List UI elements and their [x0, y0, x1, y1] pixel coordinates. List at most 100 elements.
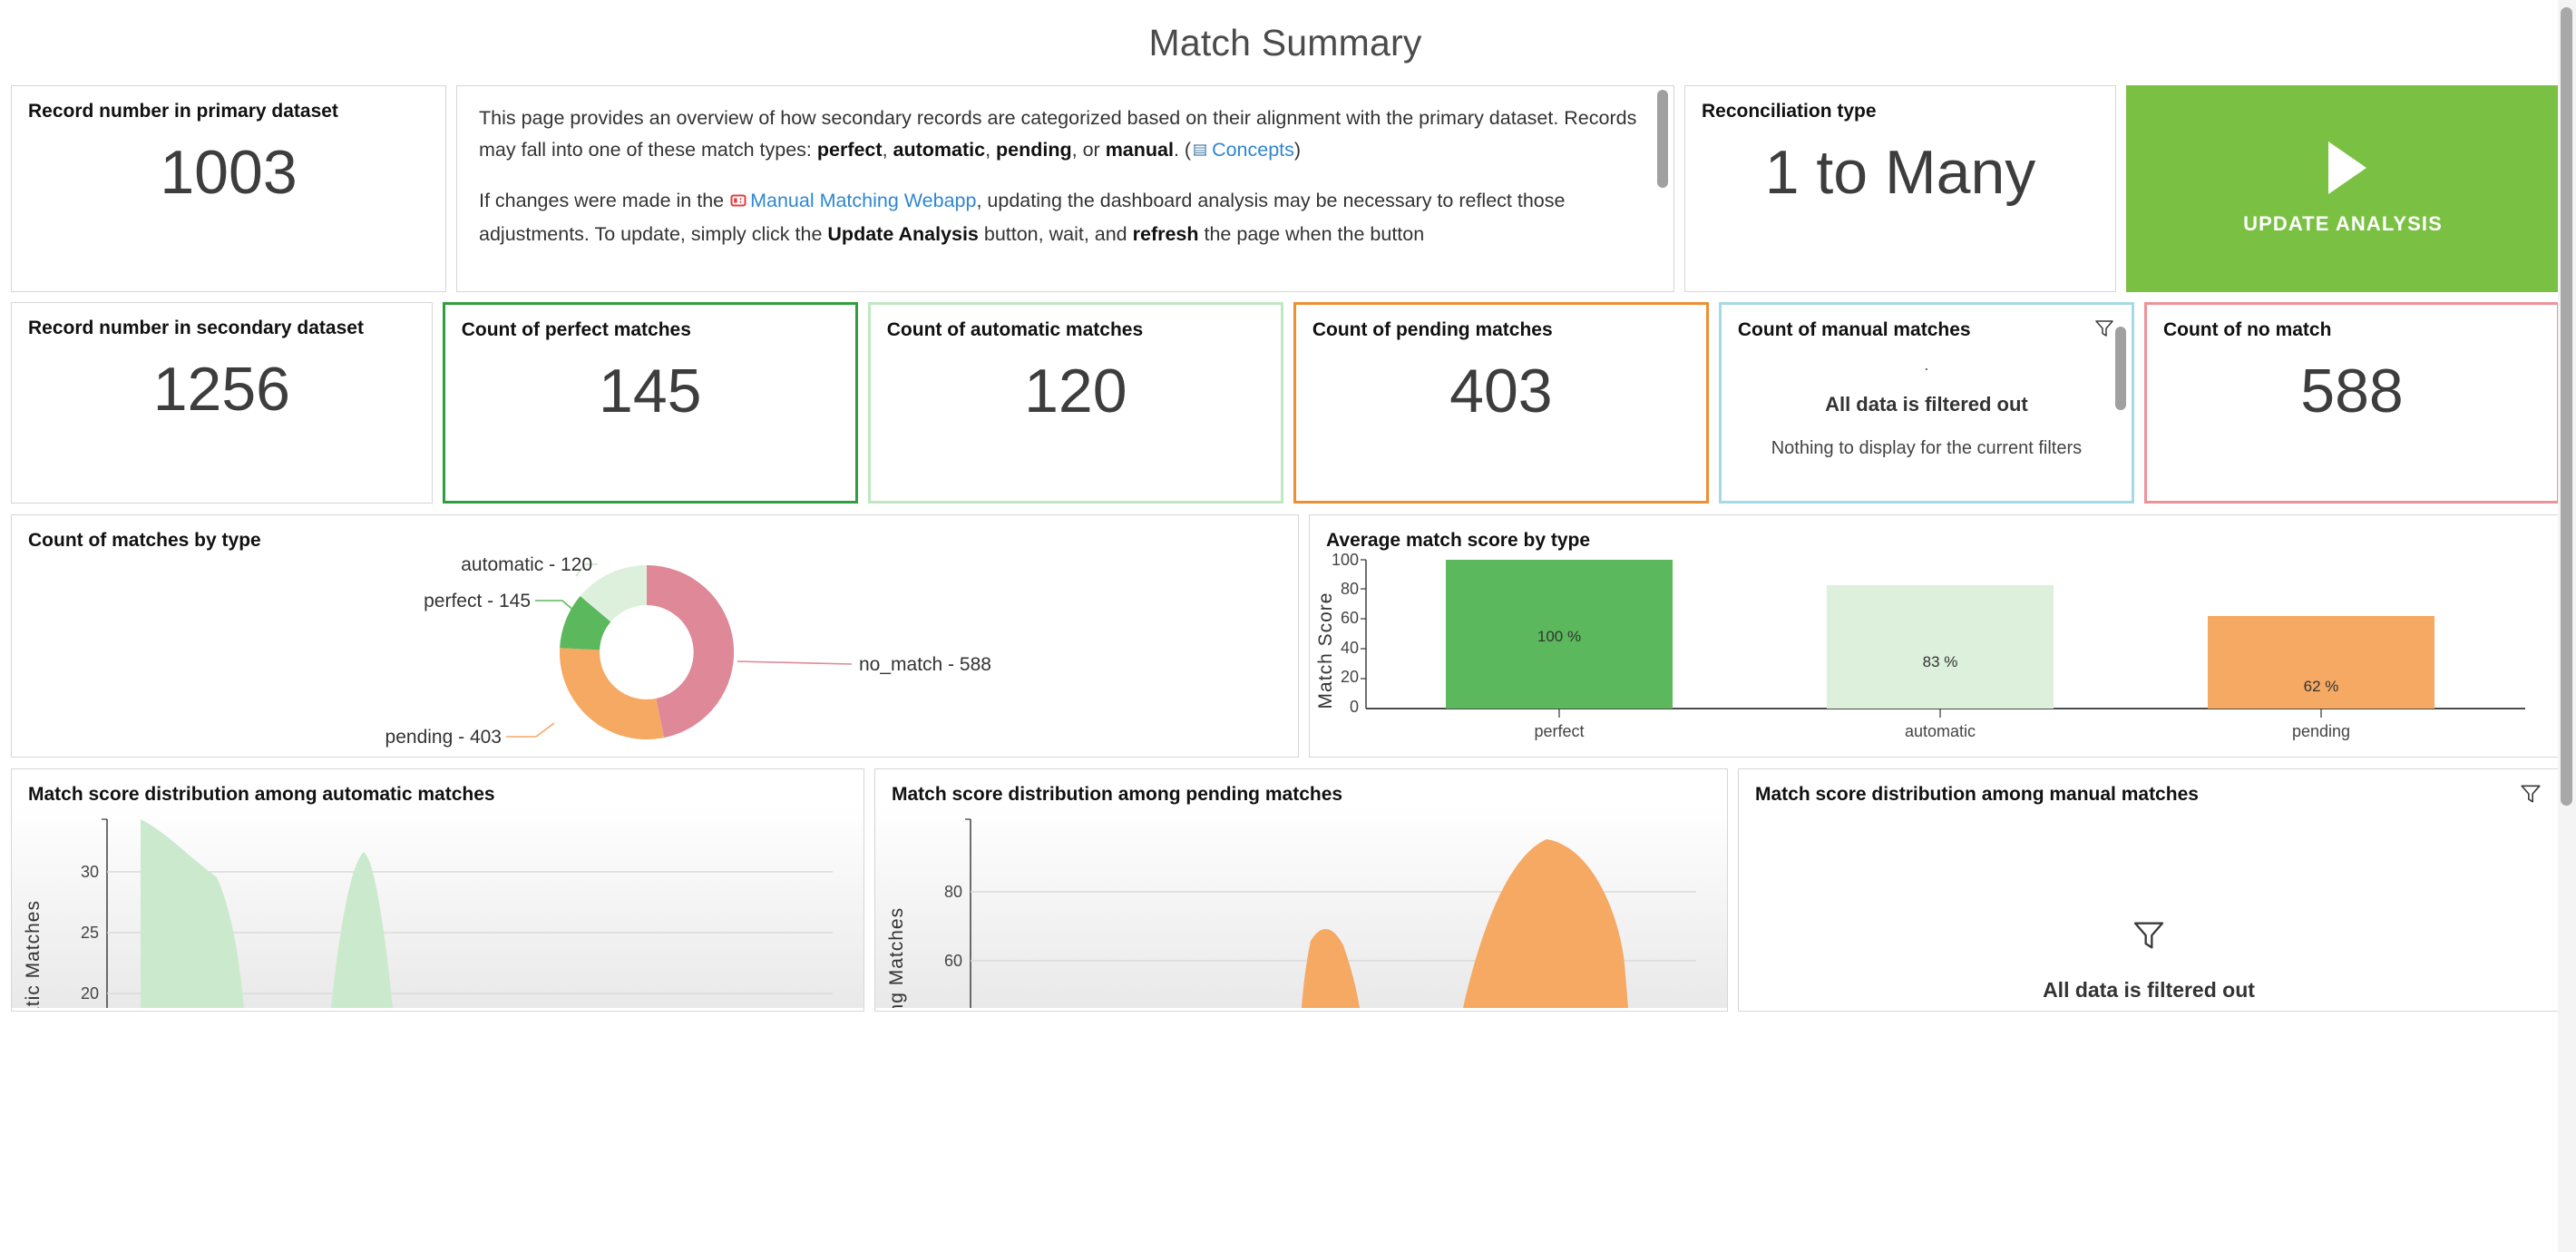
y-tick-60: 60 [944, 952, 962, 970]
panel-title: Average match score by type [1326, 530, 1591, 551]
y-tick-80: 80 [944, 883, 962, 901]
card-title: Reconciliation type [1702, 101, 1877, 122]
kpi-value: 1256 [152, 355, 290, 425]
panel-title: Match score distribution among pending m… [892, 784, 1343, 805]
donut-leader-no-match [737, 660, 853, 665]
filtered-dot: · [1923, 359, 1929, 378]
kpi-value: 1 to Many [1764, 138, 2036, 208]
bar-automatic [1827, 585, 2054, 709]
donut-label-pending: pending - 403 [385, 727, 502, 748]
area-chart-pending[interactable]: 80 60 ing Matches [875, 805, 1727, 1011]
kpi-value: 403 [1449, 357, 1553, 426]
bar-pending [2208, 616, 2435, 709]
card-title: Count of manual matches [1737, 319, 1971, 340]
panel-dist-automatic: Match score distribution among automatic… [11, 768, 864, 1012]
manual-card-scrollbar[interactable] [2114, 327, 2126, 410]
update-analysis-label: UPDATE ANALYSIS [2243, 212, 2443, 235]
kpi-value: 145 [599, 357, 702, 426]
donut-label-automatic: automatic - 120 [461, 554, 592, 575]
bar-value-perfect: 100 % [1537, 628, 1581, 645]
filtered-title: All data is filtered out [2043, 978, 2255, 1003]
card-count-perfect-matches: Count of perfect matches 145 [442, 302, 858, 504]
card-count-no-match: Count of no match 588 [2143, 302, 2561, 504]
filtered-out-message: All data is filtered out [1739, 805, 2559, 1006]
large-filter-icon [2131, 917, 2167, 958]
svg-text:100: 100 [1332, 551, 1359, 569]
manual-matching-webapp-link[interactable]: Manual Matching Webapp [750, 189, 977, 211]
card-title: Count of perfect matches [461, 319, 691, 340]
bar-value-pending: 62 % [2304, 678, 2339, 695]
card-title: Count of no match [2162, 319, 2332, 340]
description-paragraph-2: If changes were made in the Manual Match… [479, 188, 1566, 246]
page-title: Match Summary [1148, 22, 1422, 64]
filter-icon[interactable] [2093, 318, 2115, 344]
card-title: Record number in secondary dataset [28, 318, 364, 338]
donut-chart[interactable]: automatic - 120 perfect - 145 pending - … [12, 551, 1298, 752]
donut-leader-automatic [575, 563, 598, 577]
book-icon [1191, 137, 1209, 169]
y-axis-ticks: 100 80 60 40 20 0 [1332, 551, 1366, 716]
card-primary-record-count: Record number in primary dataset 1003 [11, 85, 446, 292]
page-scrollbar-thumb[interactable] [2561, 7, 2572, 806]
svg-text:60: 60 [1341, 609, 1359, 627]
filter-icon[interactable] [2519, 782, 2542, 810]
description-scrollbar[interactable] [1657, 90, 1668, 188]
filtered-title: All data is filtered out [1825, 393, 2028, 416]
donut-leader-pending [506, 722, 555, 738]
card-reconciliation-type: Reconciliation type 1 to Many [1684, 85, 2116, 292]
panel-title: Match score distribution among manual ma… [1755, 784, 2199, 805]
area-peak-2 [331, 852, 393, 1009]
card-description: This page provides an overview of how se… [456, 85, 1674, 292]
x-label-automatic: automatic [1905, 722, 1976, 740]
kpi-row-1: Record number in primary dataset 1003 Th… [11, 85, 2560, 292]
svg-text:20: 20 [1341, 668, 1359, 686]
card-title: Count of automatic matches [886, 319, 1144, 340]
svg-text:0: 0 [1350, 698, 1359, 716]
bar-perfect [1446, 560, 1673, 709]
svg-text:80: 80 [1341, 580, 1359, 598]
y-axis-title: Match Score [1315, 592, 1336, 709]
panel-average-match-score: Average match score by type 100 80 60 40… [1309, 514, 2560, 758]
chart-row-2: Match score distribution among automatic… [11, 768, 2560, 1012]
concepts-link[interactable]: Concepts [1212, 138, 1294, 161]
update-analysis-button[interactable]: UPDATE ANALYSIS [2126, 85, 2560, 292]
panel-title: Count of matches by type [28, 530, 261, 551]
description-text: This page provides an overview of how se… [457, 86, 1673, 276]
y-tick-20: 20 [81, 984, 99, 1003]
y-tick-30: 30 [81, 863, 99, 881]
chart-row-1: Count of matches by type [11, 514, 2560, 758]
kpi-value: 1003 [160, 138, 298, 208]
card-count-pending-matches: Count of pending matches 403 [1293, 302, 1709, 504]
y-axis-title: atic Matches [23, 900, 44, 1008]
description-paragraph-1: This page provides an overview of how se… [479, 103, 1643, 169]
x-label-perfect: perfect [1534, 722, 1584, 740]
bar-value-automatic: 83 % [1923, 653, 1958, 670]
y-axis-title: ing Matches [886, 907, 907, 1008]
play-icon [2328, 142, 2366, 194]
area-peak-2 [1463, 839, 1628, 1009]
area-peak-1 [141, 819, 244, 1009]
card-count-manual-matches: Count of manual matches · All data is fi… [1718, 302, 2134, 504]
panel-title: Match score distribution among automatic… [28, 784, 495, 805]
card-title: Count of pending matches [1312, 319, 1553, 340]
bar-chart[interactable]: 100 80 60 40 20 0 Match Score [1310, 551, 2559, 752]
y-tick-25: 25 [81, 924, 99, 942]
svg-text:40: 40 [1341, 639, 1359, 657]
donut-label-perfect: perfect - 145 [424, 591, 531, 611]
x-label-pending: pending [2292, 722, 2350, 740]
filtered-subtitle: Nothing to display for the current filte… [1771, 438, 2083, 459]
kpi-row-2: Record number in secondary dataset 1256 … [11, 302, 2561, 504]
panel-dist-manual: Match score distribution among manual ma… [1738, 768, 2560, 1012]
card-title: Record number in primary dataset [28, 101, 338, 122]
donut-leader-perfect [535, 600, 577, 613]
webapp-icon [729, 188, 747, 220]
panel-dist-pending: Match score distribution among pending m… [874, 768, 1728, 1012]
kpi-value: 588 [2300, 357, 2404, 426]
donut-label-no-match: no_match - 588 [859, 654, 991, 675]
card-count-automatic-matches: Count of automatic matches 120 [867, 302, 1283, 504]
panel-count-matches-by-type: Count of matches by type [11, 514, 1299, 758]
area-peak-1 [1302, 929, 1360, 1009]
card-secondary-record-count: Record number in secondary dataset 1256 [11, 302, 433, 504]
area-chart-automatic[interactable]: 30 25 20 atic Matches [12, 805, 864, 1011]
